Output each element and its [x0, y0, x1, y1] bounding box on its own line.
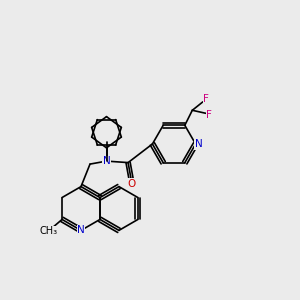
- Text: F: F: [206, 110, 212, 120]
- Text: F: F: [203, 94, 209, 104]
- Text: N: N: [195, 139, 203, 149]
- Text: N: N: [103, 156, 110, 166]
- Text: CH₃: CH₃: [40, 226, 58, 236]
- Text: N: N: [77, 225, 85, 236]
- Text: O: O: [127, 178, 135, 189]
